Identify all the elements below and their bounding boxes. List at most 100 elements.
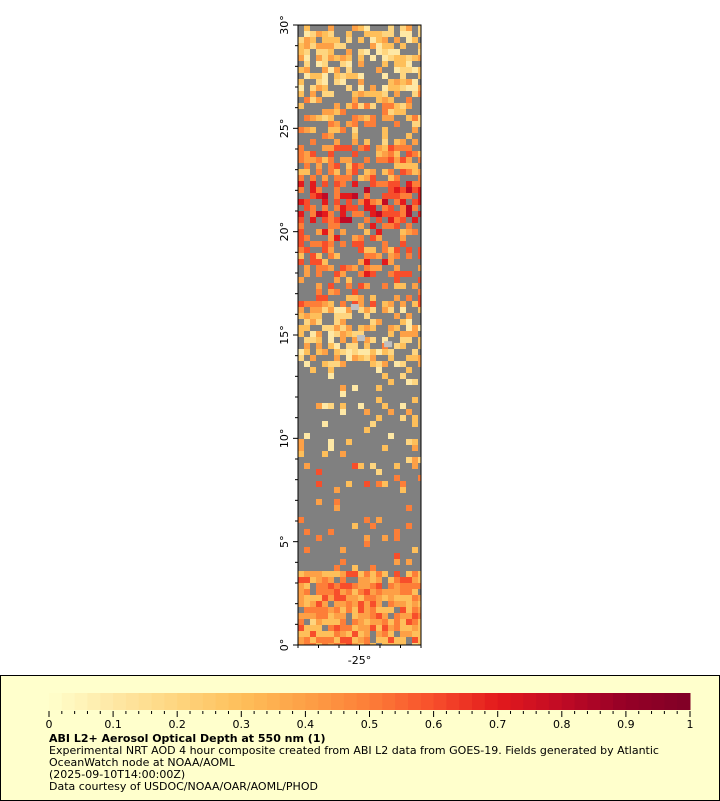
- aod-cell: [406, 67, 412, 73]
- colorbar-swatch: [113, 693, 127, 710]
- aod-cell: [412, 187, 418, 193]
- aod-cell: [370, 55, 376, 61]
- colorbar-tick-label: 0.6: [425, 718, 443, 731]
- aod-cell: [340, 625, 346, 631]
- aod-cell: [400, 193, 406, 199]
- aod-cell: [352, 637, 358, 643]
- aod-cell: [328, 619, 334, 625]
- aod-cell: [382, 595, 388, 601]
- aod-cell: [400, 481, 406, 487]
- aod-cell: [298, 643, 304, 645]
- aod-cell: [316, 187, 322, 193]
- aod-cell: [334, 643, 340, 645]
- aod-cell: [352, 133, 358, 139]
- aod-cell: [322, 583, 328, 589]
- aod-cell: [412, 631, 418, 637]
- aod-cell: [364, 325, 370, 331]
- aod-cell: [316, 163, 322, 169]
- aod-cell: [400, 319, 406, 325]
- aod-cell: [304, 583, 310, 589]
- aod-cell: [304, 613, 310, 619]
- aod-cell: [298, 589, 304, 595]
- aod-cell: [394, 67, 400, 73]
- aod-cell: [412, 217, 418, 223]
- aod-cell: [370, 337, 376, 343]
- aod-cell: [304, 631, 310, 637]
- aod-field: [298, 25, 421, 645]
- aod-cell: [412, 577, 418, 583]
- aod-cell: [358, 61, 364, 67]
- aod-cell: [340, 265, 346, 271]
- aod-cell: [376, 595, 382, 601]
- aod-cell: [400, 163, 406, 169]
- aod-cell: [340, 319, 346, 325]
- colorbar-swatch: [190, 693, 204, 710]
- aod-cell: [322, 637, 328, 643]
- aod-cell: [376, 211, 382, 217]
- aod-cell: [382, 361, 388, 367]
- aod-cell: [376, 613, 382, 619]
- colorbar-swatch: [472, 693, 486, 710]
- aod-cell: [370, 607, 376, 613]
- aod-cell: [358, 463, 364, 469]
- aod-cell: [316, 319, 322, 325]
- aod-cell: [298, 619, 304, 625]
- aod-cell: [328, 643, 334, 645]
- aod-cell: [304, 127, 310, 133]
- aod-cell: [406, 409, 412, 415]
- aod-cell: [400, 217, 406, 223]
- aod-cell: [388, 55, 394, 61]
- aod-cell: [376, 361, 382, 367]
- aod-cell: [388, 31, 394, 37]
- aod-cell: [388, 625, 394, 631]
- lat-tick-label: 5°: [278, 535, 291, 548]
- aod-cell: [322, 571, 328, 577]
- aod-cell: [316, 43, 322, 49]
- aod-cell: [358, 235, 364, 241]
- aod-cell: [328, 235, 334, 241]
- aod-cell: [322, 451, 328, 457]
- aod-cell: [316, 613, 322, 619]
- aod-cell: [400, 343, 406, 349]
- aod-cell: [400, 61, 406, 67]
- colorbar-tick-label: 0.3: [233, 718, 251, 731]
- aod-cell: [406, 355, 412, 361]
- aod-cell: [388, 331, 394, 337]
- aod-cell: [370, 523, 376, 529]
- colorbar-ticks: 0 0.1 0.2 0.3 0.4 0.5 0.6 0.7 0.8 0.9 1: [46, 711, 694, 731]
- aod-cell: [370, 583, 376, 589]
- aod-cell: [400, 331, 406, 337]
- aod-cell: [364, 355, 370, 361]
- aod-cell: [370, 295, 376, 301]
- aod-cell: [346, 67, 352, 73]
- aod-cell: [316, 583, 322, 589]
- aod-cell: [340, 577, 346, 583]
- aod-cell: [412, 151, 418, 157]
- aod-cell: [304, 343, 310, 349]
- aod-cell: [322, 211, 328, 217]
- aod-cell: [418, 67, 421, 73]
- colorbar-swatch: [74, 693, 88, 710]
- aod-cell: [400, 139, 406, 145]
- aod-cell: [310, 313, 316, 319]
- aod-cell: [412, 457, 418, 463]
- aod-cell: [304, 205, 310, 211]
- aod-cell: [328, 49, 334, 55]
- aod-cell: [388, 175, 394, 181]
- colorbar-swatch: [446, 693, 460, 710]
- aod-cell: [352, 463, 358, 469]
- aod-cell: [340, 193, 346, 199]
- aod-cell: [406, 439, 412, 445]
- colorbar-swatch: [138, 693, 153, 710]
- aod-cell: [400, 169, 406, 175]
- aod-cell: [310, 607, 316, 613]
- aod-cell: [358, 73, 364, 79]
- aod-cell: [304, 49, 310, 55]
- aod-cell: [322, 325, 328, 331]
- aod-cell: [406, 559, 412, 565]
- aod-cell: [418, 631, 421, 637]
- aod-cell: [352, 349, 358, 355]
- aod-cell: [322, 361, 328, 367]
- aod-cell: [370, 205, 376, 211]
- aod-cell: [406, 319, 412, 325]
